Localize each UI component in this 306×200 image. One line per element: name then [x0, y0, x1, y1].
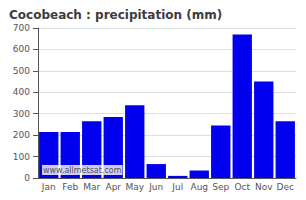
svg-text:100: 100 [13, 152, 30, 162]
svg-text:Nov: Nov [255, 182, 273, 192]
svg-text:Jun: Jun [148, 182, 163, 192]
svg-text:500: 500 [13, 66, 30, 76]
svg-text:May: May [125, 182, 144, 192]
svg-text:Oct: Oct [234, 182, 250, 192]
svg-text:300: 300 [13, 109, 30, 119]
svg-text:Jul: Jul [171, 182, 183, 192]
svg-text:0: 0 [24, 173, 30, 183]
svg-text:400: 400 [13, 87, 30, 97]
svg-text:Cocobeach : precipitation (mm): Cocobeach : precipitation (mm) [9, 8, 222, 22]
svg-text:Sep: Sep [212, 182, 229, 192]
svg-text:Feb: Feb [62, 182, 78, 192]
svg-text:Jan: Jan [41, 182, 56, 192]
svg-text:www.allmetsat.com: www.allmetsat.com [43, 166, 122, 175]
svg-text:Apr: Apr [105, 182, 121, 192]
svg-text:700: 700 [13, 23, 30, 33]
svg-text:200: 200 [13, 130, 30, 140]
svg-text:Aug: Aug [190, 182, 208, 192]
svg-text:600: 600 [13, 44, 30, 54]
svg-text:Dec: Dec [277, 182, 294, 192]
svg-text:Mar: Mar [83, 182, 100, 192]
